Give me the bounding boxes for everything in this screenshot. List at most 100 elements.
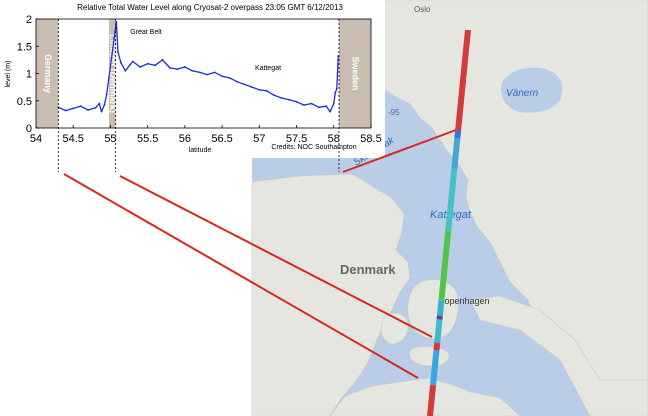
data-point [183, 66, 186, 68]
data-point [103, 103, 106, 106]
map-land-zealand [407, 279, 459, 339]
x-tick-label: 55.5 [137, 133, 158, 145]
data-point [295, 100, 298, 103]
data-point [213, 71, 216, 74]
x-tick-label: 56 [179, 133, 191, 145]
chart-panel: Relative Total Water Level along Cryosat… [0, 0, 385, 172]
data-point [332, 102, 335, 105]
map-land-germany [329, 377, 521, 416]
data-point [146, 62, 149, 65]
x-axis: 54 54.5 55 55.5 56 56.5 57 57.5 58 58.5 [30, 125, 382, 145]
y-axis: 0 0.5 1 1.5 2 [17, 14, 39, 135]
map-label-denmark: Denmark [340, 262, 396, 277]
data-point [139, 66, 142, 68]
connector-lolland [119, 175, 433, 338]
x-tick-label: 57 [253, 133, 265, 145]
data-point [221, 75, 224, 78]
land-bands: Germany Lolland (Denmark) Sweden [36, 19, 371, 128]
data-point [335, 87, 338, 90]
track-segment-0 [455, 29, 471, 131]
data-point [228, 76, 231, 79]
track-segment-7 [434, 319, 443, 343]
connector-germany [63, 173, 419, 379]
x-tick-label: 58.5 [360, 133, 381, 145]
data-point [94, 106, 97, 109]
data-point [273, 94, 276, 97]
x-axis-label: latitude [189, 147, 212, 154]
data-point [161, 58, 164, 61]
land-band-label-0: Germany [43, 54, 53, 93]
x-tick-label: 54 [30, 133, 42, 145]
connector-lines [63, 129, 457, 379]
data-point [334, 91, 337, 94]
data-point [79, 105, 82, 108]
annotation-great-belt: Great Belt [130, 29, 162, 36]
y-axis-label: level (m) [5, 61, 12, 88]
data-point [154, 64, 157, 67]
data-point [169, 67, 171, 69]
data-point [317, 106, 320, 109]
data-point [87, 109, 90, 111]
map-land-denmark [251, 173, 411, 416]
data-point [258, 88, 261, 91]
data-point [280, 97, 283, 99]
chart-title: Relative Total Water Level along Cryosat… [77, 3, 343, 12]
land-band-1 [108, 19, 116, 128]
map-label-vanern: Vänern [506, 88, 539, 99]
track-segment-5 [436, 299, 445, 316]
track-segment-1 [454, 130, 462, 139]
data-point [64, 109, 67, 112]
data-point [105, 93, 108, 96]
data-point [303, 104, 305, 107]
x-tick-label: 55 [104, 133, 116, 145]
map-label-depth: -95 [388, 108, 400, 117]
data-point [124, 69, 127, 72]
satellite-track [427, 29, 471, 416]
x-tick-label: 54.5 [63, 133, 84, 145]
data-point [265, 90, 268, 92]
map-lake-vanern [501, 67, 563, 113]
track-segment-2 [451, 137, 461, 170]
track-segment-3 [445, 168, 458, 232]
track-segment-9 [430, 350, 440, 386]
land-guide-lines [57, 19, 340, 172]
data-point [288, 98, 291, 101]
annotation-kattegat: Kattegat [255, 65, 281, 72]
data-point [131, 60, 134, 63]
data-point [98, 102, 101, 105]
x-tick-label: 58 [328, 133, 340, 145]
data-point [310, 102, 313, 105]
data-point [236, 80, 238, 83]
track-segment-4 [438, 230, 452, 301]
data-point [329, 110, 331, 113]
data-point [116, 50, 119, 53]
data-point [206, 73, 209, 76]
data-point [191, 69, 194, 72]
data-point [198, 71, 201, 74]
y-tick-label: 0 [26, 123, 32, 135]
land-band-0 [36, 19, 59, 128]
credits-label: Credits: NOC Southampton [271, 144, 356, 151]
data-point [243, 83, 246, 86]
data-point [115, 20, 118, 23]
map-label-oslo: Oslo [414, 5, 431, 14]
land-band-label-2: Sweden [351, 56, 361, 90]
series-lines [57, 20, 340, 113]
map-label-copenhagen: Copenhagen [438, 296, 490, 306]
y-tick-label: 1 [26, 69, 32, 81]
y-tick-label: 1.5 [17, 41, 32, 53]
map-land-skane [469, 295, 648, 416]
land-band-2 [338, 19, 371, 128]
data-point [250, 86, 253, 89]
data-point [72, 107, 75, 110]
land-band-label-1: Lolland (Denmark) [108, 34, 118, 113]
x-tick-label: 56.5 [211, 133, 232, 145]
y-tick-label: 2 [26, 14, 32, 26]
data-point [100, 110, 103, 113]
connector-sweden [342, 129, 457, 173]
data-point [119, 61, 122, 64]
track-segment-10 [427, 384, 437, 416]
chart-background [0, 0, 385, 158]
data-point [176, 68, 179, 71]
